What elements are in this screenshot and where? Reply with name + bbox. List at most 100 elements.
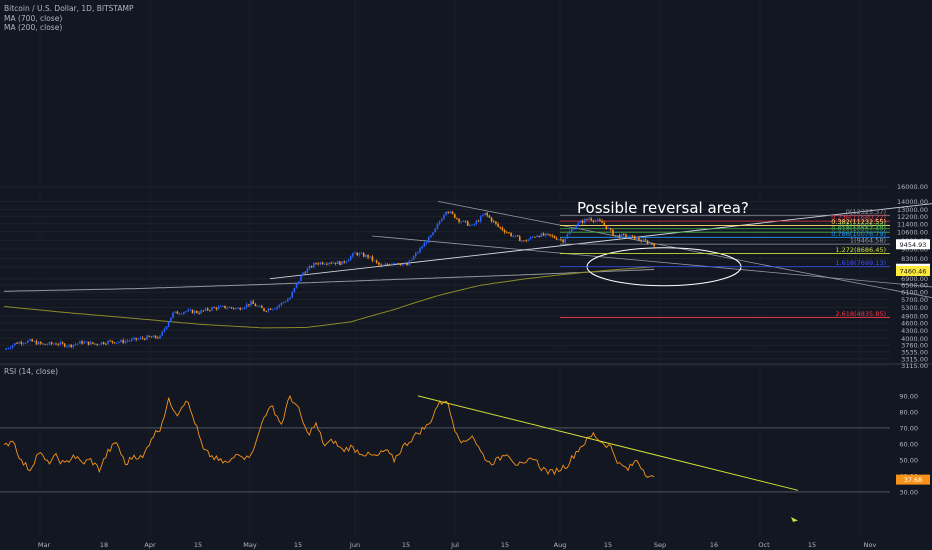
candle-body-169 [369,256,372,258]
candle-body-88 [193,310,196,314]
candle-body-217 [473,224,476,225]
candle-body-116 [254,303,257,307]
candle-body-299 [651,242,653,245]
candle-body-119 [261,305,263,309]
candle-body-67 [148,335,150,337]
candle-body-225 [490,217,493,222]
candle-body-24 [55,343,57,345]
candle-body-26 [59,342,62,345]
x-tick-label-1: 18 [100,541,108,549]
candle-body-290 [631,235,634,237]
candle-body-151 [330,262,333,264]
candle-body-29 [66,346,68,348]
last-price-tag-bg [896,239,930,250]
candle-body-143 [313,263,315,268]
candle-body-27 [61,342,64,344]
candle-body-182 [397,263,400,265]
candle-body-253 [551,235,554,237]
y-tick-label-14: 5300.00 [901,304,928,312]
y-tick-label-5: 10600.00 [897,228,928,236]
candle-body-6 [16,343,18,344]
candle-body-55 [122,340,124,343]
candle-body-159 [347,259,350,262]
candle-body-276 [601,220,603,223]
candle-body-95 [209,310,211,311]
candle-body-90 [198,312,200,314]
candle-body-3 [9,347,12,349]
candle-body-251 [547,233,549,235]
candle-body-242 [527,239,530,242]
candle-body-208 [453,213,456,218]
candle-body-61 [135,337,137,340]
candle-body-271 [590,218,593,221]
candle-body-226 [492,221,495,223]
candle-body-94 [206,308,209,311]
candle-body-288 [627,236,629,238]
candle-body-132 [289,297,291,300]
candle-body-113 [248,304,250,306]
candle-body-19 [44,343,46,345]
candle-body-80 [176,311,179,314]
candle-body-282 [614,235,616,237]
candle-body-285 [620,234,623,238]
candle-body-34 [76,343,79,345]
candle-body-137 [300,275,302,282]
candle-body-4 [11,345,14,348]
candle-body-112 [245,304,248,308]
candle-body-114 [250,301,252,306]
candle-body-18 [42,343,44,345]
candle-body-176 [384,263,387,266]
x-tick-label-12: Sep [654,541,666,549]
candle-body-212 [462,220,465,222]
candle-body-86 [189,309,192,311]
y-tick-label-17: 4300.00 [901,327,928,335]
candle-body-249 [542,233,545,236]
candle-body-296 [644,239,647,241]
candle-body-152 [332,262,335,264]
fib-label-4: 0.618(10557.40) [831,225,886,233]
candle-body-25 [57,344,59,346]
candle-body-148 [323,263,326,265]
candle-body-39 [87,341,90,345]
candle-body-229 [499,226,502,228]
candle-body-245 [534,236,536,238]
candle-body-260 [566,234,569,239]
candle-body-128 [280,302,283,306]
candle-body-173 [378,262,380,265]
candle-body-180 [393,263,395,264]
candle-body-12 [29,339,31,341]
candle-body-59 [131,338,133,341]
candle-body-254 [553,236,556,238]
candle-body-192 [419,248,421,253]
candle-body-74 [163,329,166,332]
candle-body-10 [24,342,27,344]
candle-body-185 [404,263,406,265]
fib-label-6: 1(9464.58) [850,237,886,245]
rsi-tick-label-3: 60.00 [899,440,918,448]
candle-body-179 [391,263,393,265]
candle-body-298 [648,242,651,244]
candle-body-36 [81,341,83,344]
candle-body-269 [586,219,588,220]
candle-body-243 [529,237,532,240]
candle-body-238 [518,236,521,242]
x-tick-label-9: 15 [501,541,509,549]
candle-body-91 [200,310,202,314]
x-tick-label-16: Nov [864,541,877,549]
candle-body-186 [406,263,408,266]
candle-body-93 [204,308,207,311]
candle-body-165 [360,253,363,254]
candle-body-172 [375,260,378,263]
candle-body-273 [594,220,597,222]
candle-body-44 [98,344,101,346]
candle-body-257 [560,239,562,241]
candle-body-275 [599,219,601,221]
candle-body-235 [512,236,515,237]
candle-body-272 [592,220,595,222]
candle-body-131 [287,299,289,302]
support-trend-line [269,203,932,280]
candle-body-196 [427,236,430,243]
candle-body-49 [109,340,111,342]
candle-body-109 [239,307,242,310]
